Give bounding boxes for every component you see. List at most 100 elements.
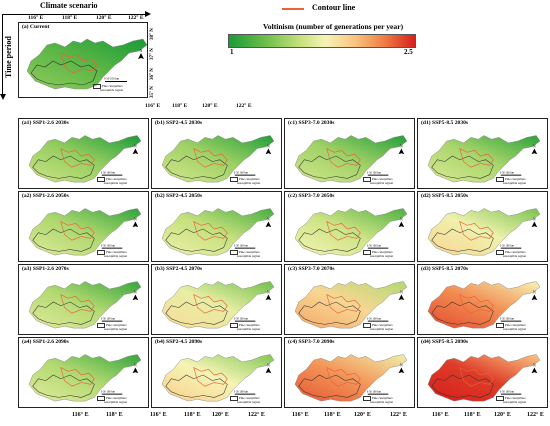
susceptible-line2: susceptible region — [370, 181, 394, 185]
scale-label: 0 50 100 km — [500, 171, 515, 174]
north-arrow-icon — [132, 221, 139, 228]
susceptible-legend: Pine caterpillars susceptible region — [496, 323, 526, 331]
scale-bar — [500, 174, 522, 176]
tick-122-d: 122° E — [248, 412, 265, 418]
tick-118-d: 118° E — [184, 412, 201, 418]
susceptible-line2: susceptible region — [503, 327, 527, 331]
tick-116-b: 116° E — [145, 103, 161, 109]
susceptible-legend: Pine caterpillars susceptible region — [230, 177, 260, 185]
scale-bar — [234, 393, 256, 395]
time-period-label: Time period — [4, 36, 13, 78]
panel-label: (a3) SSP1-2.6 2070s — [22, 266, 69, 272]
north-arrow-label: N — [267, 145, 270, 149]
susceptible-region-outline — [298, 374, 361, 398]
susceptible-line2: susceptible region — [237, 327, 261, 331]
susceptible-region-outline — [431, 155, 494, 179]
panel-label: (c4) SSP3-7.0 2090s — [288, 339, 335, 345]
north-arrow-icon — [132, 148, 139, 155]
tick-118-b: 118° E — [172, 103, 188, 109]
susceptible-region-outline — [165, 155, 228, 179]
susceptible-legend: Pine caterpillars susceptible region — [230, 396, 260, 404]
voltinism-colorbar — [228, 34, 416, 48]
voltinism-fill — [161, 135, 275, 183]
susceptible-line1: Pine caterpillars — [505, 396, 526, 401]
panel-label: (b3) SSP2-4.5 2070s — [155, 266, 203, 272]
north-arrow-label: N — [267, 364, 270, 368]
scale-bar — [367, 320, 389, 322]
susceptible-line2: susceptible region — [237, 181, 261, 185]
north-arrow-label: N — [134, 364, 137, 368]
panel-current: (a) Current N 0 50 100 km Pine caterpilla… — [18, 22, 148, 98]
contour-line — [60, 52, 98, 74]
panel-label: (d3) SSP5-8.5 2070s — [421, 266, 469, 272]
voltinism-fill — [294, 135, 408, 183]
scale-label: 0 50 100 km — [367, 171, 382, 174]
contour-line — [60, 220, 95, 241]
voltinism-fill — [427, 208, 541, 256]
province-map: N 0 50 100 km — [427, 281, 541, 329]
susceptible-legend: Pine caterpillars susceptible region — [97, 396, 127, 404]
susceptible-region-outline — [165, 301, 228, 325]
climate-scenario-arrow — [2, 14, 148, 15]
north-arrow-icon — [138, 53, 144, 59]
bottom-axis: 116° E 118° E 116° E 118° E 120° E 122° … — [0, 412, 550, 422]
tick-116-d: 116° E — [150, 412, 167, 418]
susceptible-line1: Pine caterpillars — [106, 177, 127, 182]
voltinism-fill — [294, 354, 408, 402]
voltinism-fill — [161, 281, 275, 329]
time-period-arrowhead — [0, 94, 6, 100]
tick-120-e: 120° E — [354, 412, 371, 418]
north-arrow-label: N — [400, 364, 403, 368]
tick-118: 118° E — [62, 15, 78, 21]
province-map: N 0 50 100 km — [161, 281, 275, 329]
voltinism-fill — [294, 281, 408, 329]
panel-c3: (c3) SSP3-7.0 2070s N 0 50 100 km Pine cate… — [284, 264, 415, 335]
scale-label: 0 50 100 km — [101, 244, 116, 247]
tick-118-f: 118° E — [464, 412, 481, 418]
province-map: N 0 50 100 km — [294, 208, 408, 256]
panel-b1: (b1) SSP2-4.5 2030s N 0 50 100 km Pine cate… — [151, 118, 282, 189]
north-arrow-label: N — [533, 291, 536, 295]
susceptible-legend: Pine caterpillars susceptible region — [97, 250, 127, 258]
scale-label: 0 50 100 km — [234, 390, 249, 393]
susceptible-line1: Pine caterpillars — [372, 250, 393, 255]
scale-label: 0 50 100 km — [500, 390, 515, 393]
north-arrow-icon — [265, 221, 272, 228]
contour-line — [326, 147, 361, 168]
panel-label: (a4) SSP1-2.6 2090s — [22, 339, 69, 345]
voltinism-fill — [28, 354, 142, 402]
north-arrow-icon — [265, 294, 272, 301]
north-arrow-label: N — [134, 218, 137, 222]
susceptible-line1: Pine caterpillars — [372, 396, 393, 401]
province-map: N 0 50 100 km — [28, 135, 142, 183]
panel-label: (c1) SSP3-7.0 2030s — [288, 120, 335, 126]
susceptible-legend: Pine caterpillars susceptible region — [230, 323, 260, 331]
panel-label: (d1) SSP5-8.5 2030s — [421, 120, 469, 126]
susceptible-line1: Pine caterpillars — [106, 250, 127, 255]
susceptible-region-outline — [431, 374, 494, 398]
colorbar-max: 2.5 — [404, 48, 413, 56]
scale-bar — [101, 320, 123, 322]
contour-line — [193, 220, 228, 241]
tick-122: 122° E — [128, 15, 144, 21]
province-map: N 0 50 100 km — [26, 38, 147, 90]
scale-bar — [367, 393, 389, 395]
susceptible-line1: Pine caterpillars — [372, 177, 393, 182]
panel-label: (c2) SSP3-7.0 2050s — [288, 193, 335, 199]
susceptible-line1: Pine caterpillars — [239, 323, 260, 328]
susceptible-line2: susceptible region — [503, 181, 527, 185]
panel-label: (a1) SSP1-2.6 2030s — [22, 120, 69, 126]
scale-label: 0 50 100 km — [101, 390, 116, 393]
panel-d4: (d4) SSP5-8.5 2090s N 0 50 100 km Pine cate… — [417, 337, 548, 408]
contour-line — [459, 366, 494, 387]
scale-bar — [234, 174, 256, 176]
north-arrow-label: N — [140, 48, 143, 53]
province-map: N 0 50 100 km — [161, 208, 275, 256]
province-map: N 0 50 100 km — [427, 208, 541, 256]
susceptible-line2: susceptible region — [503, 400, 527, 404]
lat-35: 35° N — [150, 86, 155, 98]
susceptible-line2: susceptible region — [237, 254, 261, 258]
north-arrow-icon — [265, 367, 272, 374]
tick-116-f: 116° E — [432, 412, 449, 418]
susceptible-legend: Pine caterpillars susceptible region — [230, 250, 260, 258]
